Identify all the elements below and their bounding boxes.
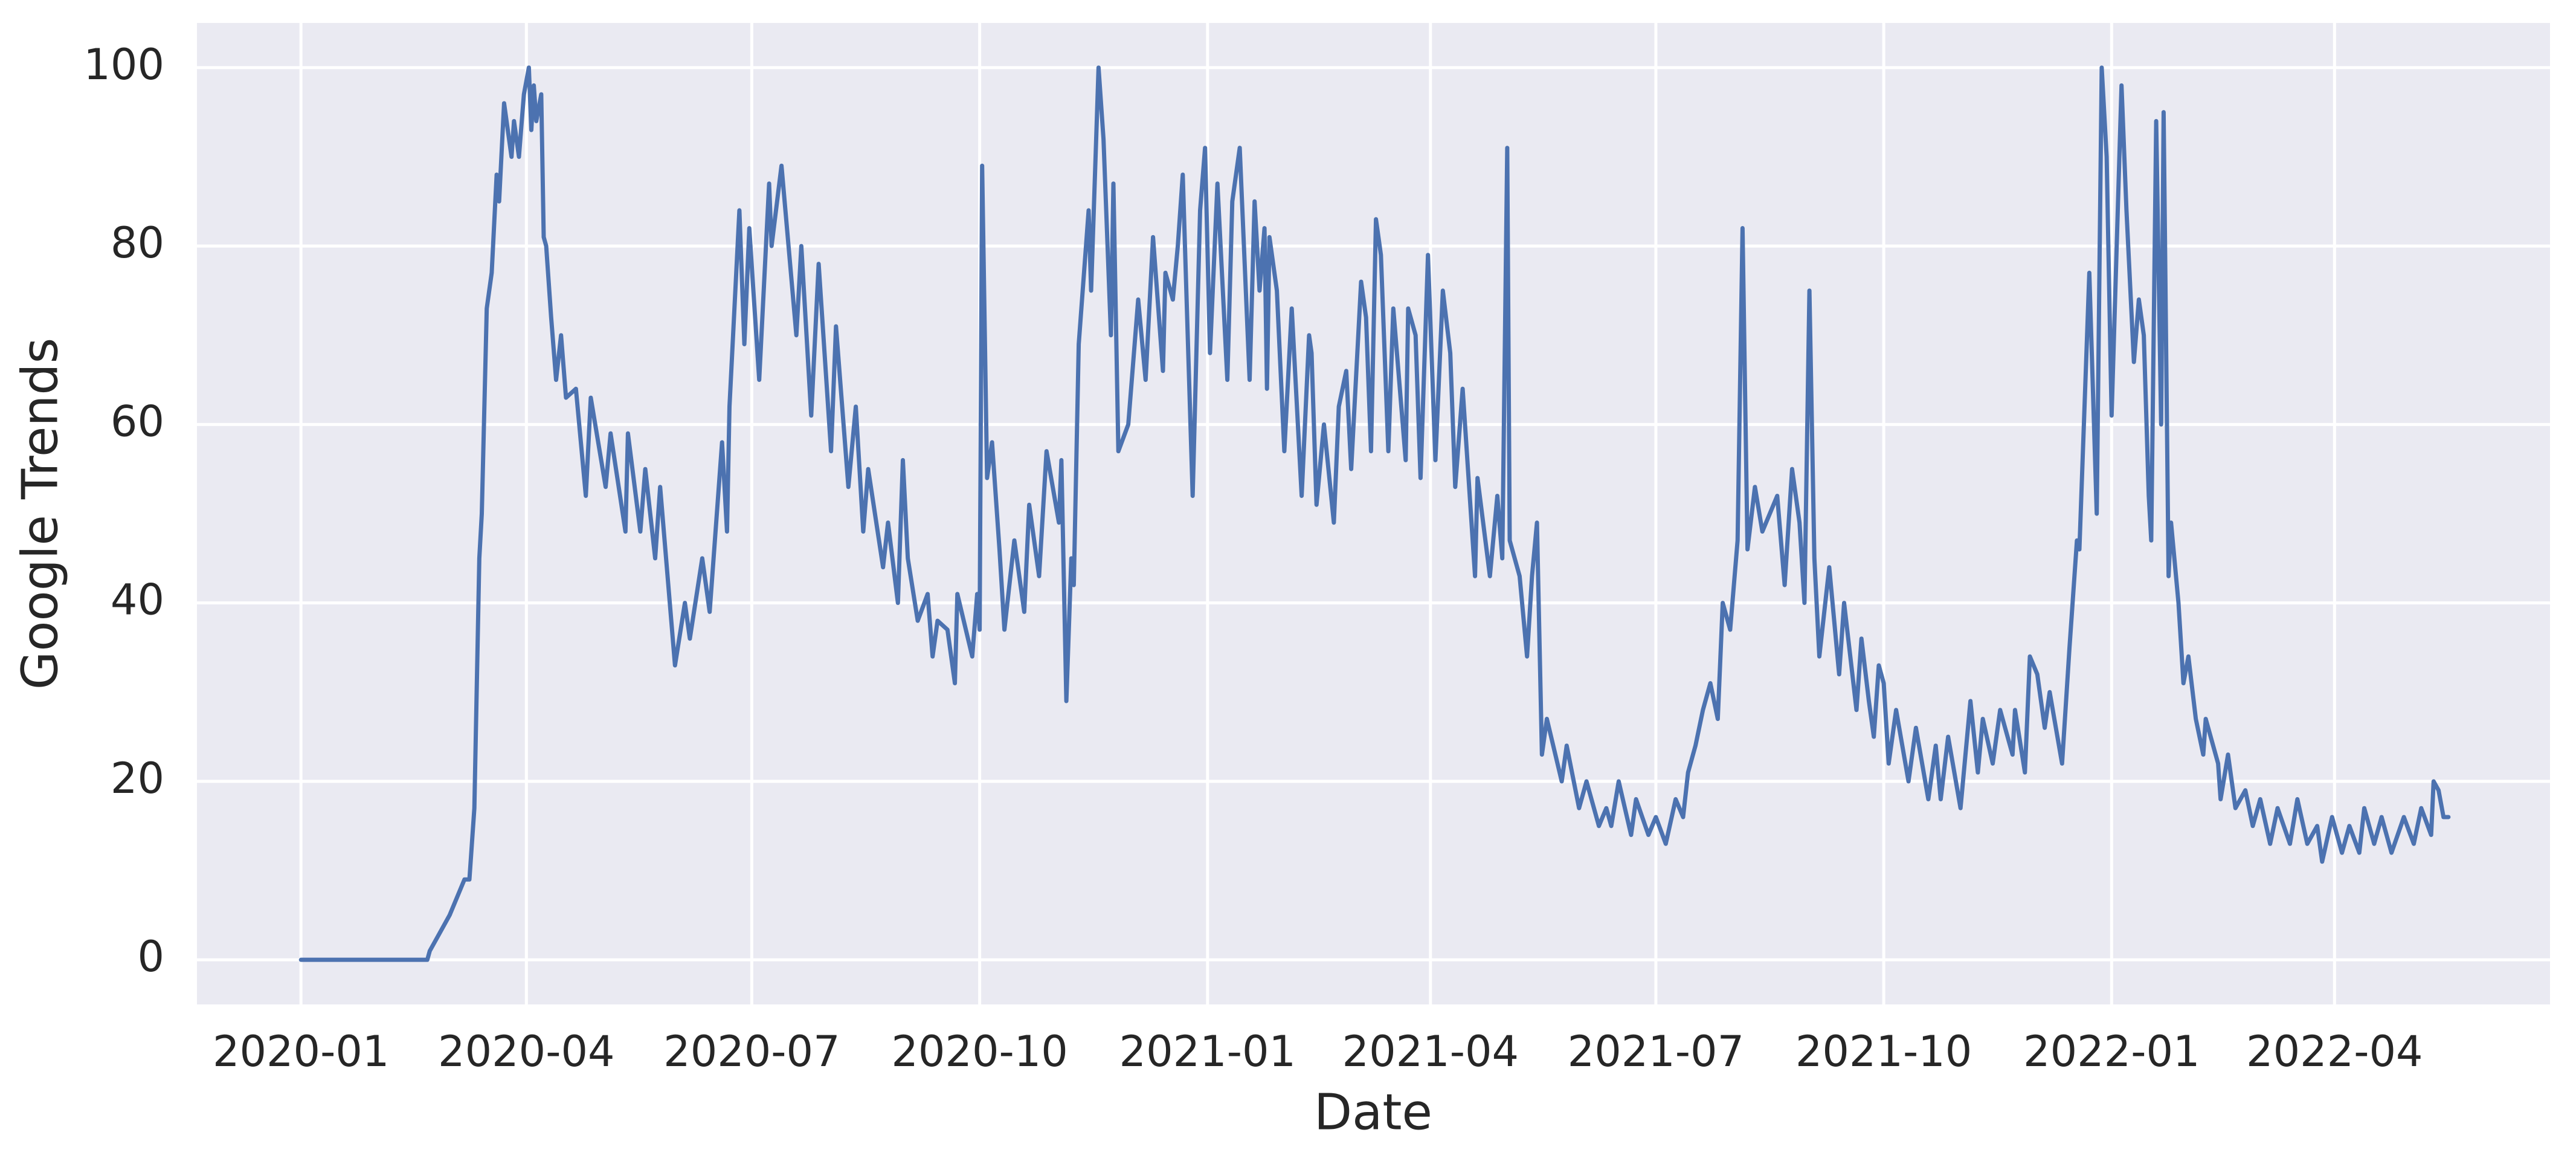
y-tick-label: 60 [111, 396, 164, 446]
x-tick-label: 2021-04 [1342, 1027, 1519, 1076]
x-tick-label: 2022-01 [2023, 1027, 2200, 1076]
x-tick-label: 2020-04 [438, 1027, 614, 1076]
y-tick-label: 100 [83, 40, 164, 89]
y-tick-label: 0 [137, 932, 164, 981]
x-axis-label: Date [1314, 1084, 1432, 1141]
y-axis-label: Google Trends [11, 338, 69, 690]
x-tick-label: 2021-10 [1795, 1027, 1972, 1076]
y-tick-label: 20 [111, 754, 164, 803]
x-tick-label: 2020-10 [891, 1027, 1067, 1076]
x-tick-label: 2020-01 [213, 1027, 389, 1076]
x-tick-label: 2021-07 [1568, 1027, 1744, 1076]
trend-line [298, 65, 2451, 962]
x-tick-label: 2021-01 [1119, 1027, 1296, 1076]
y-tick-label: 40 [111, 575, 164, 625]
x-tick-label: 2022-04 [2246, 1027, 2423, 1076]
x-tick-label: 2020-07 [663, 1027, 840, 1076]
plot-background [197, 23, 2550, 1004]
marks [298, 65, 2451, 962]
y-tick-label: 80 [111, 218, 164, 268]
